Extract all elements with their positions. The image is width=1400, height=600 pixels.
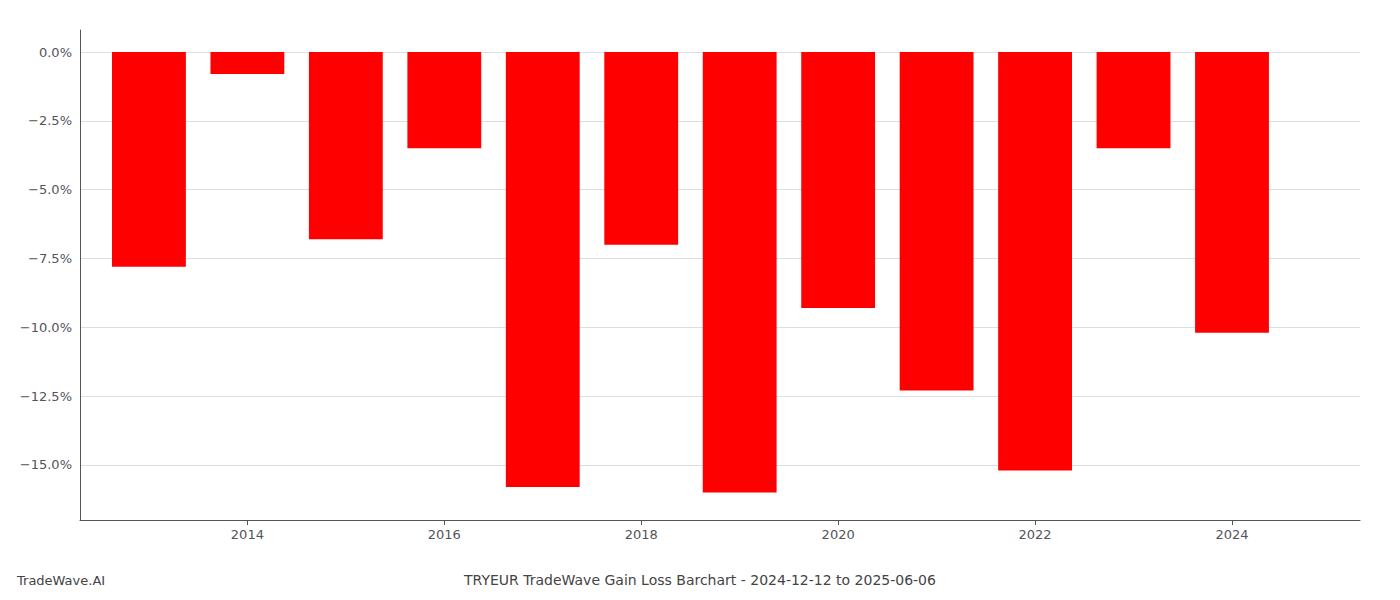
svg-text:TRYEUR TradeWave Gain Loss Bar: TRYEUR TradeWave Gain Loss Barchart - 20… bbox=[463, 572, 936, 588]
svg-text:2016: 2016 bbox=[428, 527, 461, 542]
svg-text:2024: 2024 bbox=[1215, 527, 1248, 542]
svg-text:−15.0%: −15.0% bbox=[20, 457, 72, 472]
svg-text:−12.5%: −12.5% bbox=[20, 389, 72, 404]
svg-text:TradeWave.AI: TradeWave.AI bbox=[16, 573, 105, 588]
svg-text:0.0%: 0.0% bbox=[39, 45, 72, 60]
svg-text:−7.5%: −7.5% bbox=[28, 251, 72, 266]
svg-text:−2.5%: −2.5% bbox=[28, 113, 72, 128]
svg-text:2018: 2018 bbox=[625, 527, 658, 542]
svg-text:2022: 2022 bbox=[1019, 527, 1052, 542]
svg-text:−10.0%: −10.0% bbox=[20, 320, 72, 335]
svg-text:2020: 2020 bbox=[822, 527, 855, 542]
svg-text:−5.0%: −5.0% bbox=[28, 182, 72, 197]
svg-text:2014: 2014 bbox=[231, 527, 264, 542]
